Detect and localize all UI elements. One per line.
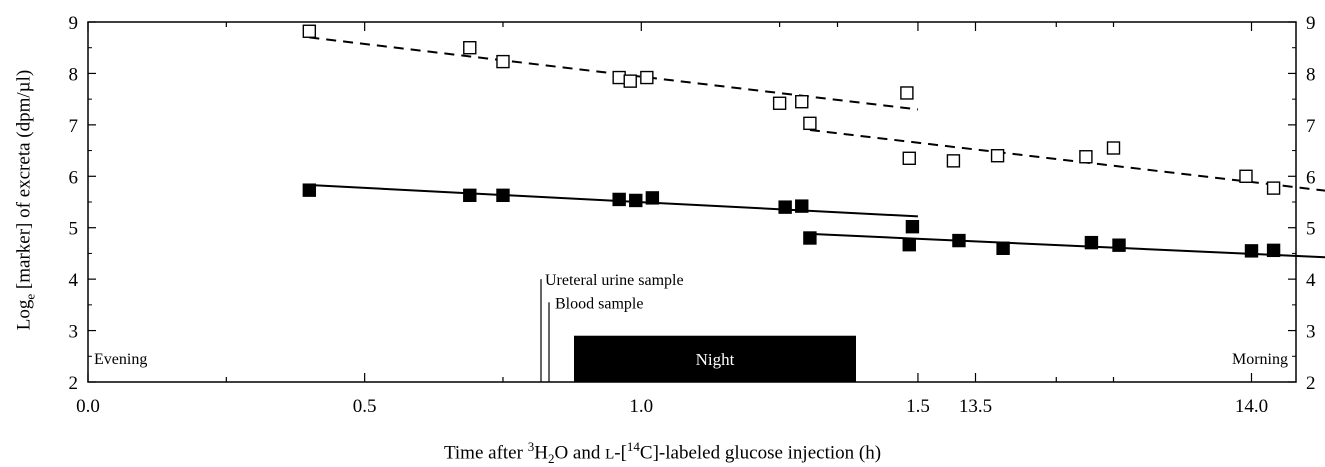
y-tick-label-left: 2 <box>69 373 79 394</box>
data-point-open <box>1079 150 1093 164</box>
x-tick-label: 14.0 <box>1235 396 1268 417</box>
y-tick-label-right: 2 <box>1306 373 1316 394</box>
data-point-open <box>900 86 914 100</box>
data-point-filled <box>463 188 477 203</box>
data-point-filled <box>1244 244 1259 258</box>
x-tick-label: 13.5 <box>959 396 992 417</box>
x-tick-label: 1.5 <box>906 396 930 417</box>
data-point-filled <box>803 231 817 245</box>
fit-line-open-morning <box>809 129 1325 192</box>
data-point-open <box>772 96 787 110</box>
y-tick-label-right: 7 <box>1306 116 1316 137</box>
x-tick-label: 0.5 <box>353 396 377 417</box>
y-tick-label-right: 5 <box>1306 219 1316 240</box>
data-point-open <box>795 95 809 109</box>
y-tick-label-left: 5 <box>69 219 79 240</box>
data-point-filled <box>905 219 920 234</box>
data-point-filled <box>1266 243 1281 258</box>
y-tick-label-right: 4 <box>1306 270 1316 291</box>
x-tick-label: 1.0 <box>629 396 653 417</box>
data-point-filled <box>778 200 792 214</box>
y-tick-label-left: 6 <box>69 167 79 188</box>
data-point-filled <box>645 191 660 205</box>
y-tick-label-left: 4 <box>69 270 79 291</box>
fit-line-filled-morning <box>809 232 1325 259</box>
y-tick-label-right: 3 <box>1306 322 1316 343</box>
data-point-filled <box>952 233 966 248</box>
data-point-filled <box>996 241 1010 255</box>
data-point-filled <box>302 183 317 197</box>
data-point-open <box>902 151 916 165</box>
evening-label: Evening <box>94 351 147 368</box>
night-label: Night <box>696 350 735 369</box>
y-tick-label-right: 6 <box>1306 167 1316 188</box>
data-point-filled <box>612 192 626 207</box>
y-tick-label-left: 9 <box>69 13 79 34</box>
y-tick-label-right: 8 <box>1306 64 1316 85</box>
blood-label: Blood sample <box>555 295 643 312</box>
data-point-open <box>463 41 477 55</box>
data-point-filled <box>902 237 916 252</box>
data-point-open <box>496 54 510 69</box>
plot-frame <box>87 21 1297 383</box>
data-point-filled <box>795 199 809 213</box>
y-tick-label-left: 8 <box>69 64 79 85</box>
data-point-open <box>803 116 817 131</box>
y-axis-title: Loge [marker] of excreta (dpm/µl) <box>13 69 38 331</box>
x-tick-label: 0.0 <box>76 396 100 417</box>
data-point-open <box>1106 141 1121 155</box>
data-point-filled <box>629 193 643 208</box>
data-point-open <box>623 74 637 88</box>
y-tick-label-left: 7 <box>69 116 79 137</box>
data-point-open <box>302 24 317 38</box>
night-bar <box>574 335 856 382</box>
ureteral-label: Ureteral urine sample <box>545 272 684 289</box>
data-point-open <box>946 154 961 168</box>
data-point-filled <box>496 188 510 203</box>
y-tick-label-right: 9 <box>1306 13 1316 34</box>
data-point-filled <box>1084 235 1099 250</box>
data-point-open <box>640 70 654 85</box>
data-point-open <box>1239 169 1253 183</box>
data-point-open <box>1266 181 1281 195</box>
x-axis-title: Time after 3H2O and L-[14C]-labeled gluc… <box>443 439 882 467</box>
y-tick-label-left: 3 <box>69 322 79 343</box>
data-point-open <box>990 149 1005 163</box>
data-point-filled <box>1112 238 1126 252</box>
data-point-open <box>612 70 626 85</box>
morning-label: Morning <box>1232 351 1288 368</box>
